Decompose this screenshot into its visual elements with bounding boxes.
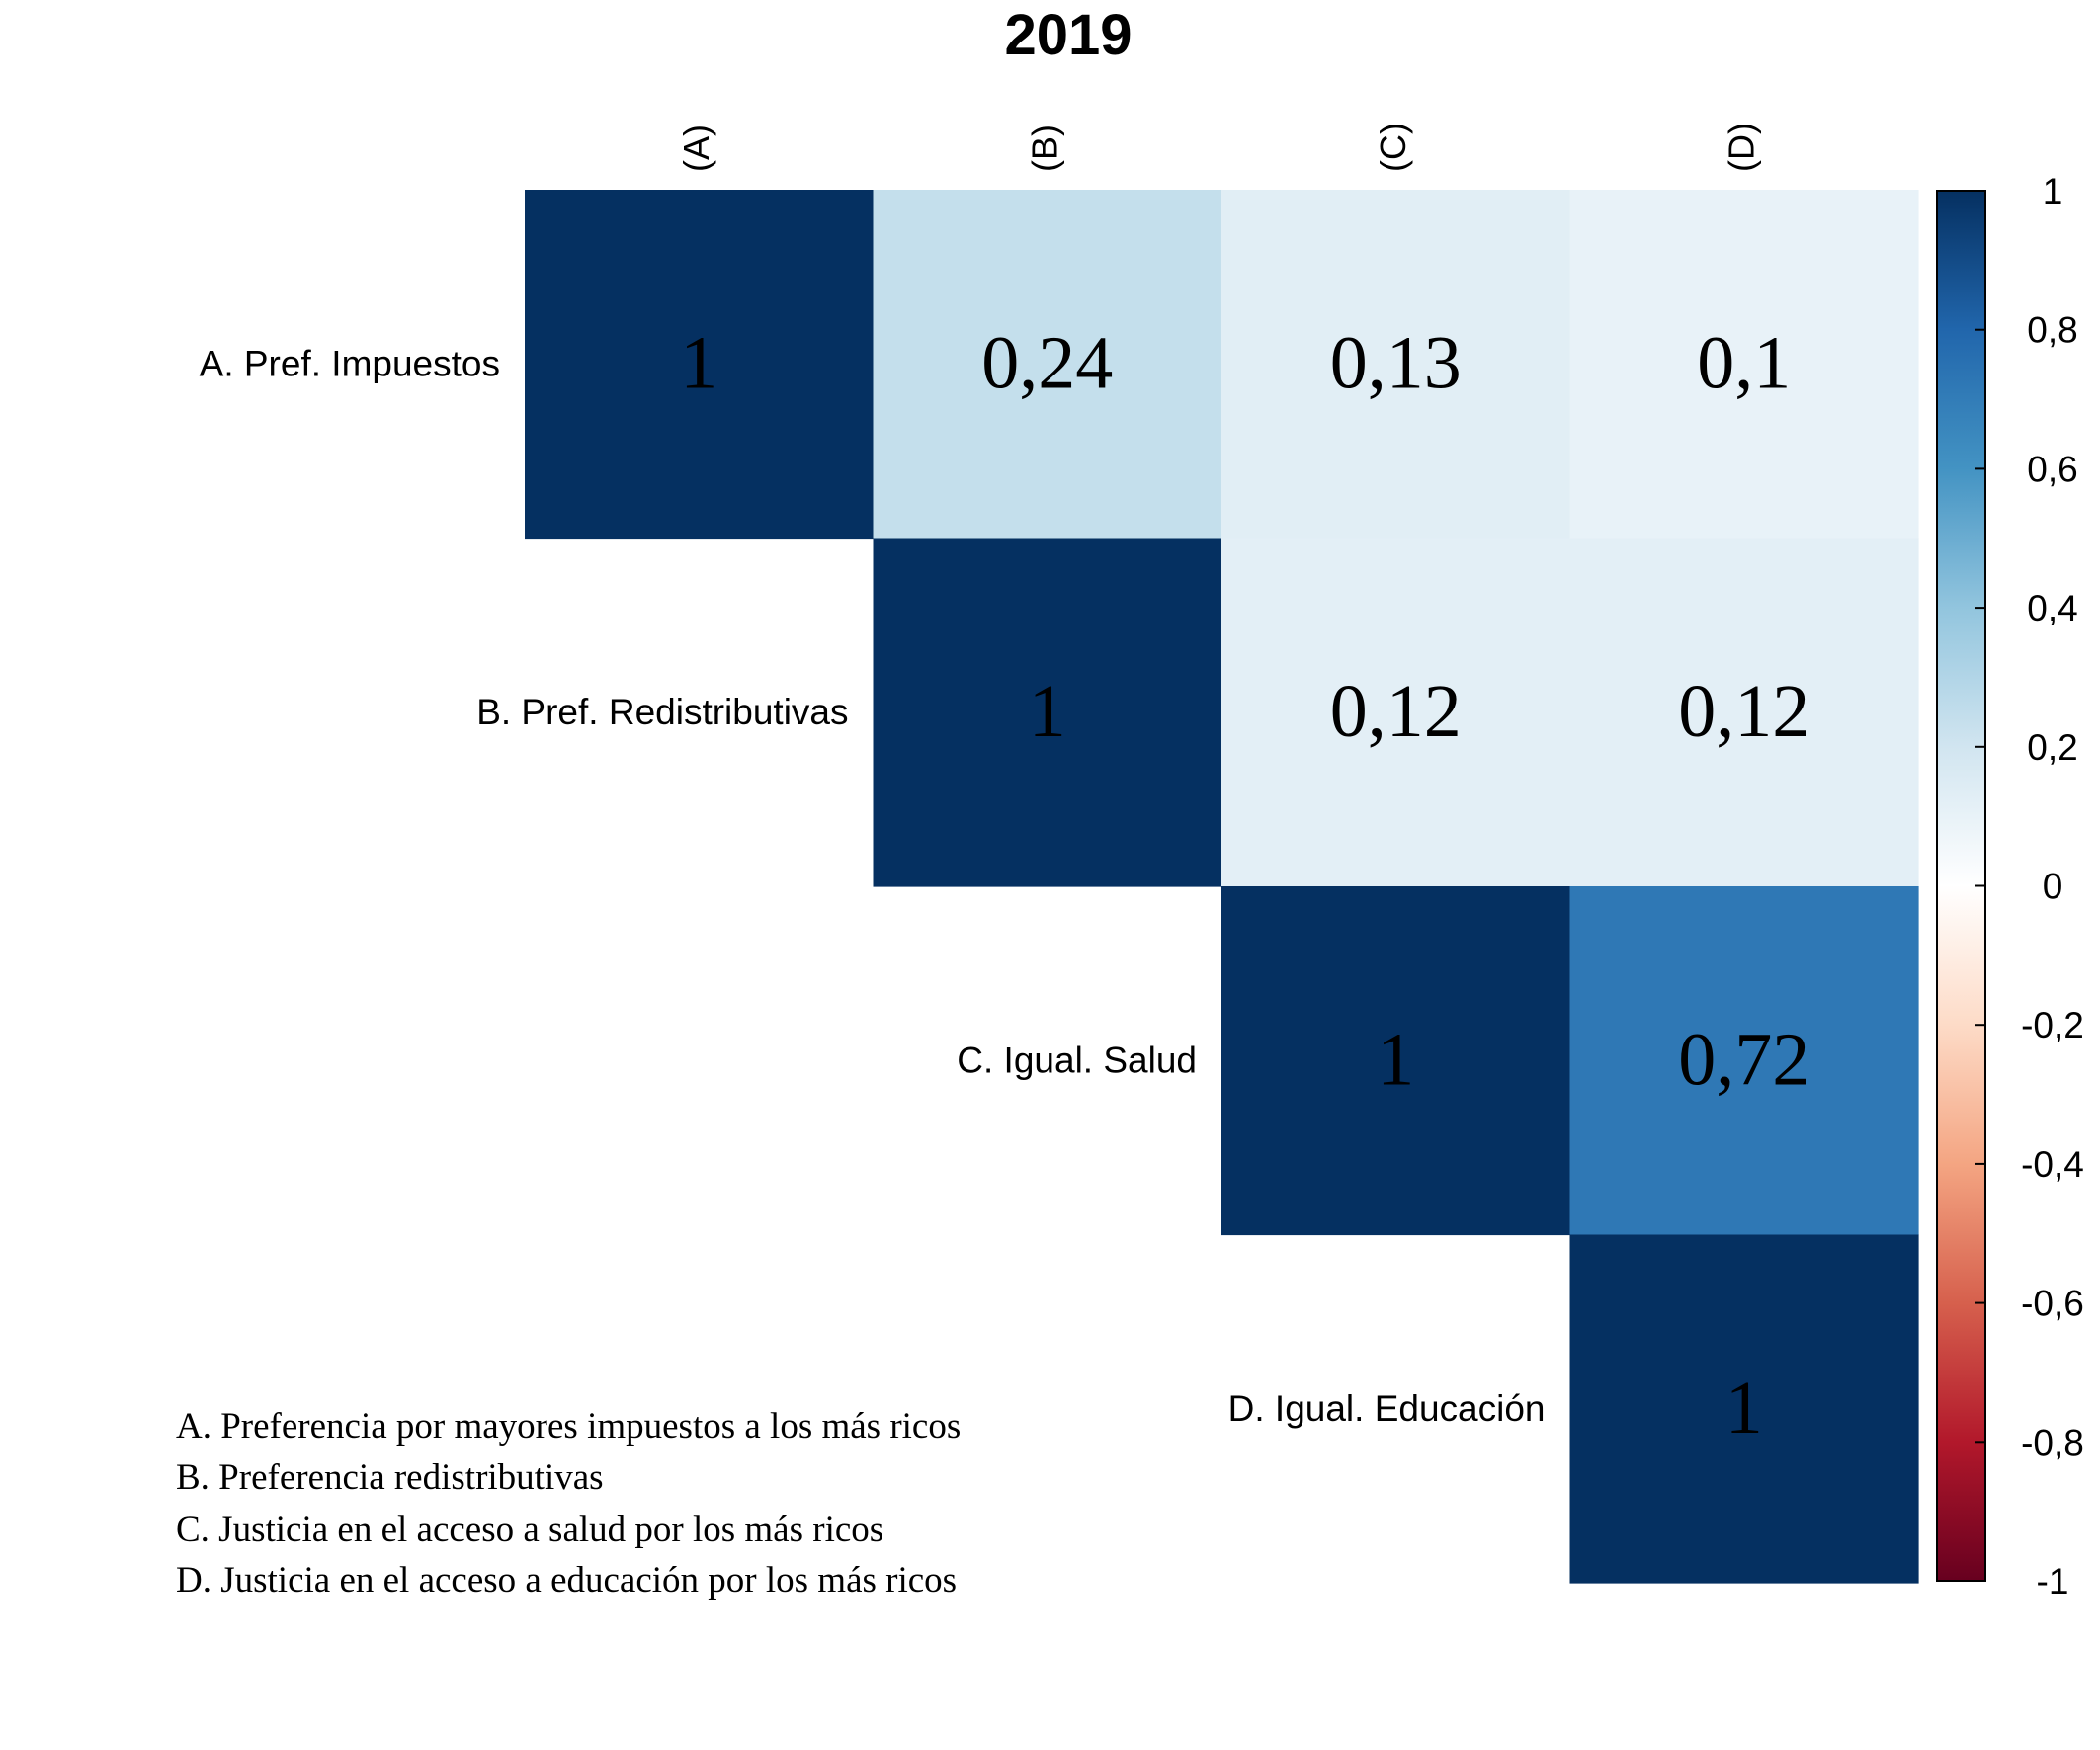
column-label: (D) [1721,123,1761,172]
color-scale-tick-label: -1 [2037,1561,2069,1602]
variable-note: B. Preferencia redistributivas [176,1458,604,1498]
heatmap-cell [525,190,875,540]
variable-note: D. Justicia en el acceso a educación por… [176,1560,957,1601]
heatmap-cell [1221,190,1571,540]
cell-value-label: 0,72 [1678,1018,1809,1101]
heatmap-cell [1569,538,1919,887]
variable-note: C. Justicia en el acceso a salud por los… [176,1509,883,1549]
row-label: A. Pref. Impuestos [200,343,500,383]
heatmap-cell [873,190,1222,540]
color-scale-tick-label: 0,6 [2027,449,2077,489]
cell-value-label: 1 [1725,1367,1763,1450]
variable-notes: A. Preferencia por mayores impuestos a l… [176,1406,961,1601]
column-label: (A) [676,125,716,172]
color-scale: 1 0,8 0,6 0,4 0,2 0 -0,2 -0,4 -0,6 -0,8 -1 [1936,171,2084,1602]
column-labels: (A) (B) (C) (D) [676,123,1762,172]
row-label: D. Igual. Educación [1228,1388,1546,1429]
cell-value-label: 1 [1029,670,1066,753]
color-scale-tick-label: -0,4 [2021,1144,2084,1185]
row-label: B. Pref. Redistributivas [476,692,848,732]
color-scale-frame [1936,190,1986,1582]
chart-title: 2019 [1004,3,1132,67]
cell-value-label: 0,13 [1330,321,1462,404]
heatmap-cell [1569,886,1919,1236]
color-scale-tick-label: 0 [2043,867,2063,907]
color-scale-tick-label: 0,2 [2027,727,2077,768]
cell-value-label: 0,12 [1678,670,1809,753]
cell-value-label: 1 [1377,1018,1414,1101]
color-scale-tick-label: 1 [2043,171,2063,211]
cell-value-label: 0,1 [1697,321,1791,404]
color-scale-tick-label: 0,4 [2027,588,2077,628]
heatmap-cells: 1 0,24 0,13 0,1 1 0,12 0,12 1 0,72 1 [525,190,1919,1584]
color-scale-tick-label: -0,6 [2021,1284,2084,1324]
cell-value-label: 1 [680,321,717,404]
row-labels: A. Pref. Impuestos B. Pref. Redistributiv… [200,343,1546,1429]
variable-note: A. Preferencia por mayores impuestos a l… [176,1406,961,1447]
heatmap-cell [873,538,1222,887]
color-scale-tick-label: -0,2 [2021,1005,2084,1045]
cell-value-label: 0,12 [1330,670,1462,753]
row-label: C. Igual. Salud [957,1040,1197,1080]
heatmap-cell [1569,190,1919,540]
cell-value-label: 0,24 [981,321,1113,404]
heatmap-cell [1221,538,1571,887]
heatmap-cell [1569,1234,1919,1584]
color-scale-tick-label: -0,8 [2021,1422,2084,1462]
column-label: (C) [1373,123,1413,172]
column-label: (B) [1024,125,1064,172]
color-scale-tick-label: 0,8 [2027,310,2077,351]
color-scale-ticks: 1 0,8 0,6 0,4 0,2 0 -0,2 -0,4 -0,6 -0,8 -1 [1975,171,2084,1602]
heatmap-cell [1221,886,1571,1236]
